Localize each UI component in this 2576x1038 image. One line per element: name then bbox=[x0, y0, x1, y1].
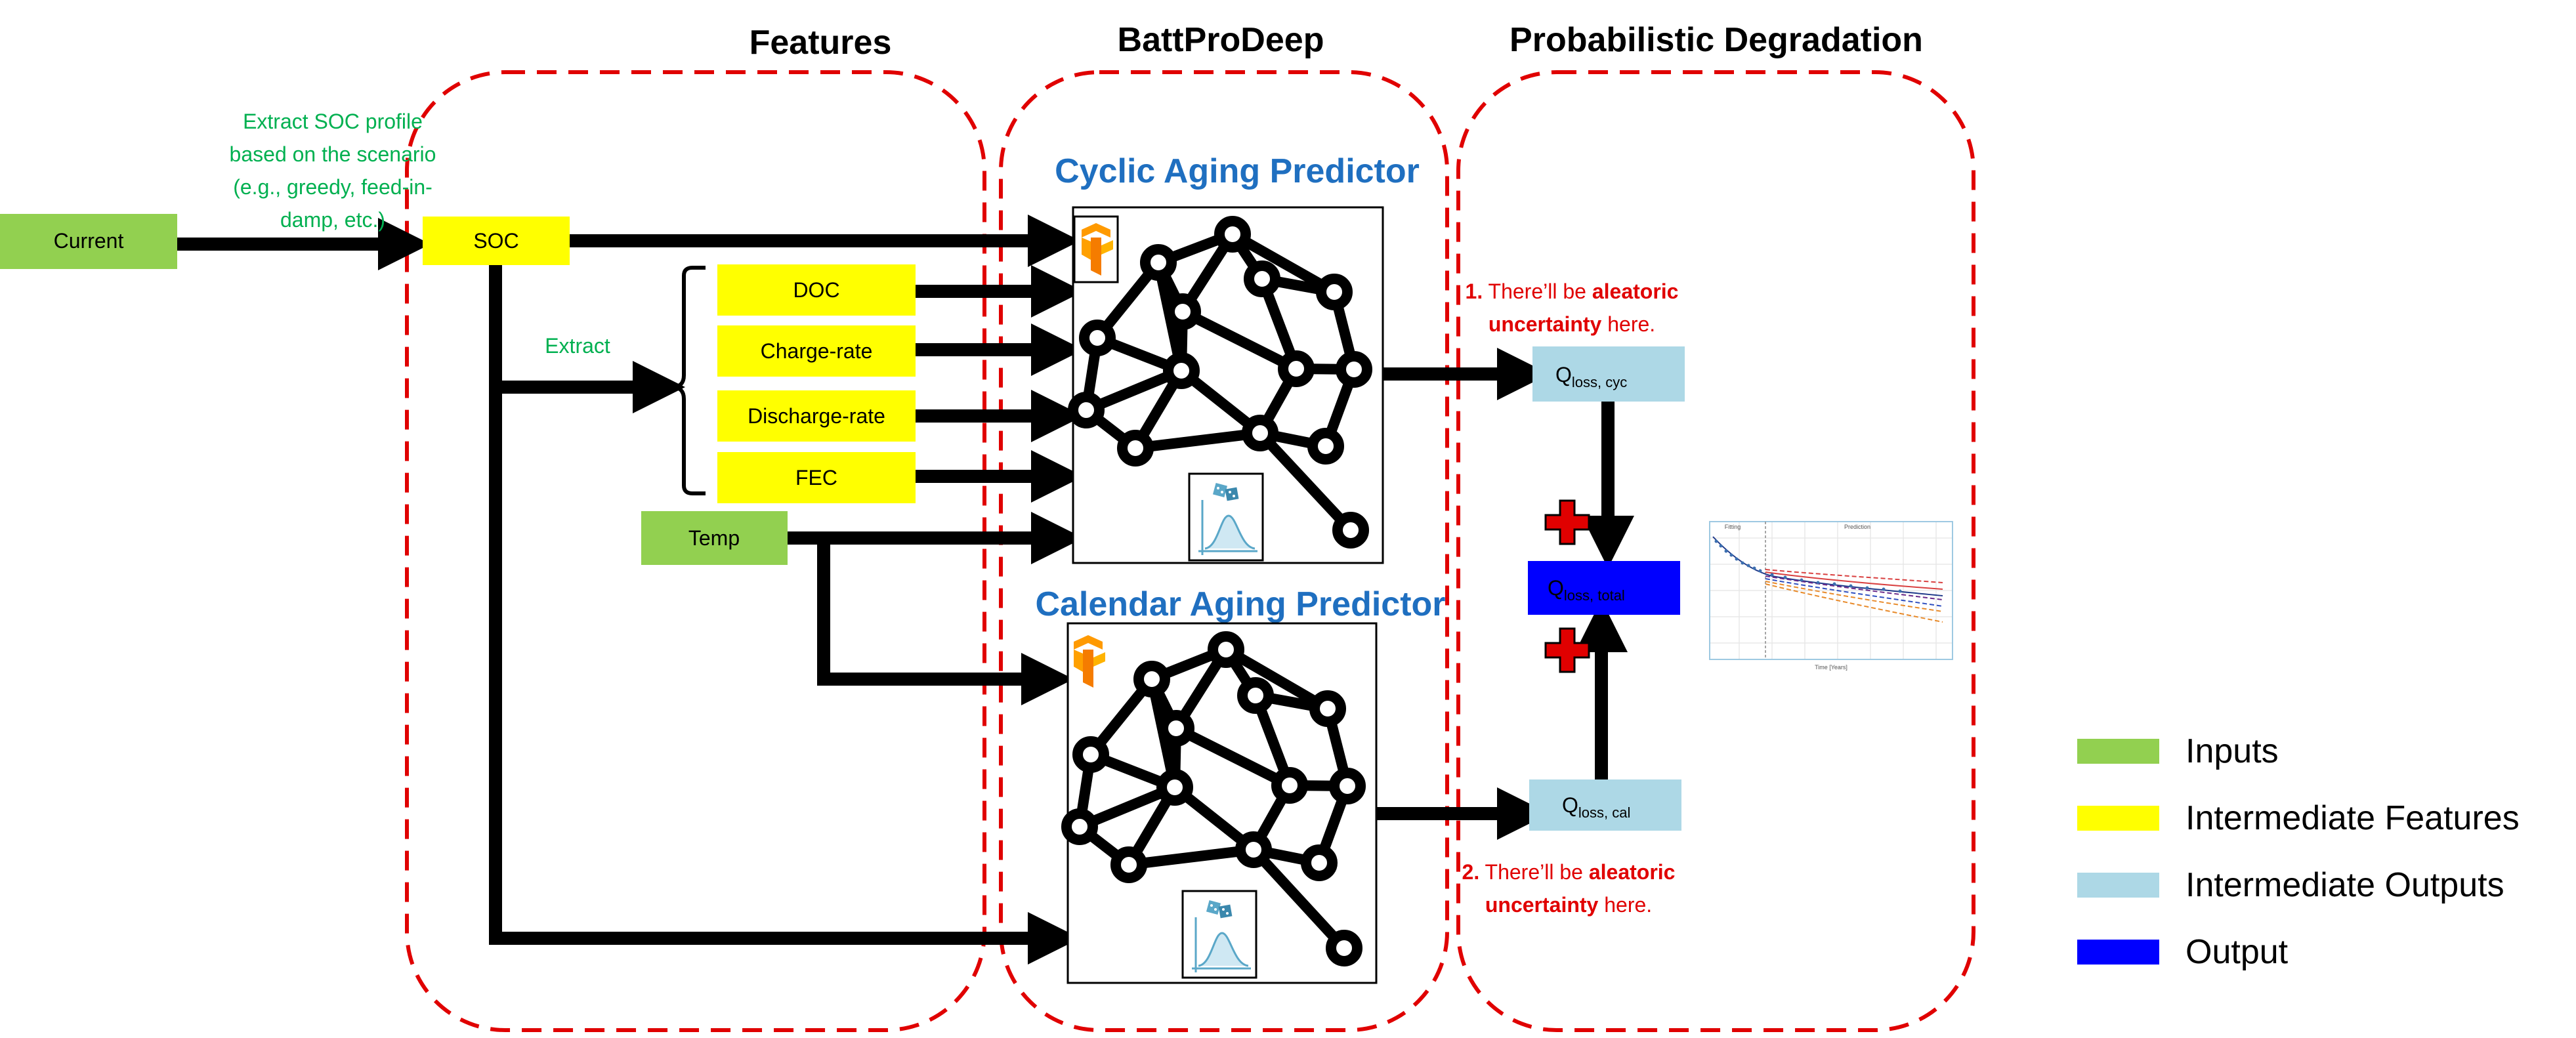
section-title-probabilistic: Probabilistic Degradation bbox=[1510, 21, 1923, 59]
legend-label-intermediate-outputs: Intermediate Outputs bbox=[2185, 866, 2504, 904]
note-1-line1: 1. There’ll be aleatoric bbox=[1466, 280, 1679, 303]
q-loss-cyc-label: Qloss, cyc bbox=[1555, 363, 1627, 390]
features-region bbox=[405, 70, 986, 1032]
charge-rate-feature-label: Charge-rate bbox=[761, 339, 873, 363]
plus-icon bbox=[1544, 499, 1590, 545]
chart-fitting-label: Fitting bbox=[1725, 524, 1741, 530]
dice-distribution-icon bbox=[1181, 890, 1257, 979]
temp-input-label: Temp bbox=[688, 526, 740, 550]
cyclic-network-panel bbox=[1068, 206, 1384, 564]
cyclic-predictor-title: Cyclic Aging Predictor bbox=[1055, 152, 1420, 190]
q-loss-cal-label: Qloss, cal bbox=[1562, 793, 1630, 821]
calendar-network-panel bbox=[1061, 622, 1378, 984]
arrow-soc-to-calendar bbox=[489, 262, 1080, 965]
q-loss-cal-box bbox=[1529, 779, 1681, 831]
feature-brace bbox=[671, 266, 706, 495]
temp-input-box bbox=[641, 511, 788, 565]
arrow-temp-to-calendar bbox=[817, 545, 1074, 705]
extract-soc-annotation-line3: (e.g., greedy, feed-in- bbox=[233, 175, 433, 199]
legend-swatch-intermediate-outputs bbox=[2077, 873, 2159, 898]
soc-feature-box bbox=[423, 217, 570, 265]
legend-swatch-inputs bbox=[2077, 739, 2159, 764]
legend-label-intermediate-features: Intermediate Features bbox=[2185, 799, 2520, 837]
section-title-features: Features bbox=[750, 24, 892, 62]
charge-rate-feature-box bbox=[717, 325, 916, 377]
soc-feature-label: SOC bbox=[473, 229, 518, 253]
extract-soc-annotation-line4: damp, etc.) bbox=[280, 208, 385, 232]
note-2-line2: uncertainty here. bbox=[1485, 893, 1652, 917]
discharge-rate-feature-label: Discharge-rate bbox=[748, 404, 885, 428]
extract-soc-annotation-line1: Extract SOC profile bbox=[243, 110, 423, 133]
probabilistic-region bbox=[1456, 70, 1975, 1032]
discharge-rate-feature-box bbox=[717, 390, 916, 442]
calendar-predictor-title: Calendar Aging Predictor bbox=[1035, 585, 1445, 623]
current-input-box bbox=[0, 214, 177, 269]
extract-soc-annotation-line2: based on the scenario bbox=[230, 142, 436, 166]
legend-label-output: Output bbox=[2185, 933, 2289, 971]
chart-prediction-label: Prediction bbox=[1844, 524, 1870, 530]
note-1-line2: uncertainty here. bbox=[1489, 312, 1655, 336]
q-loss-total-box bbox=[1528, 561, 1680, 615]
extract-annotation: Extract bbox=[545, 334, 610, 358]
connectors bbox=[177, 215, 1634, 965]
q-loss-cyc-box bbox=[1532, 346, 1685, 402]
note-2-line1: 2. There’ll be aleatoric bbox=[1462, 860, 1676, 884]
q-loss-total-label: Qloss, total bbox=[1548, 576, 1625, 604]
degradation-chart-thumbnail: Fitting Prediction Time [Years] bbox=[1690, 515, 1956, 673]
fec-feature-label: FEC bbox=[795, 466, 837, 489]
legend-swatch-output bbox=[2077, 940, 2159, 965]
legend-label-inputs: Inputs bbox=[2185, 732, 2279, 770]
dice-distribution-icon bbox=[1188, 472, 1264, 562]
legend-swatch-intermediate-features bbox=[2077, 806, 2159, 831]
chart-x-axis-label: Time [Years] bbox=[1815, 664, 1848, 671]
doc-feature-box bbox=[717, 264, 916, 316]
section-title-battprodeep: BattProDeep bbox=[1118, 21, 1324, 59]
plus-icon bbox=[1544, 627, 1590, 673]
current-input-label: Current bbox=[54, 229, 124, 253]
fec-feature-box bbox=[717, 452, 916, 503]
doc-feature-label: DOC bbox=[793, 278, 839, 302]
legend: Inputs Intermediate Features Intermediat… bbox=[2077, 732, 2520, 971]
